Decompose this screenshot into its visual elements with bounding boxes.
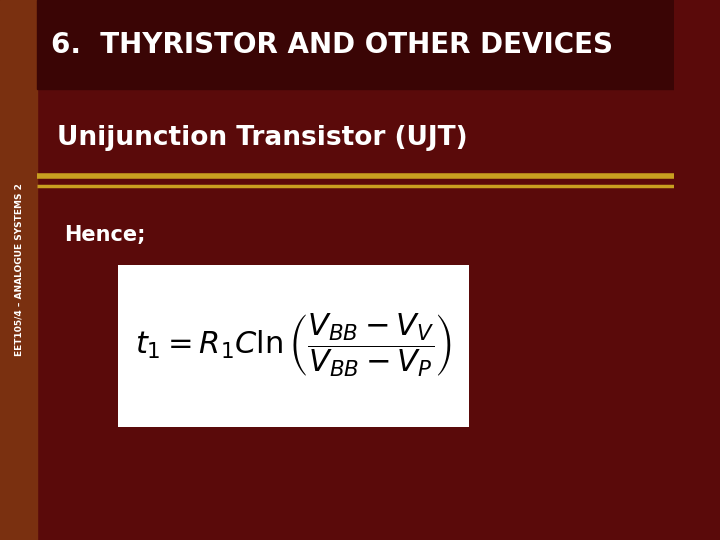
Bar	[0, 0, 37, 540]
Text: 6.  THYRISTOR AND OTHER DEVICES: 6. THYRISTOR AND OTHER DEVICES	[50, 31, 613, 58]
Text: Unijunction Transistor (UJT): Unijunction Transistor (UJT)	[58, 125, 468, 151]
FancyBboxPatch shape	[118, 265, 469, 427]
Bar	[37, 0, 674, 89]
Text: EET105/4 – ANALOGUE SYSTEMS 2: EET105/4 – ANALOGUE SYSTEMS 2	[14, 184, 23, 356]
Text: Hence;: Hence;	[64, 225, 145, 245]
Text: $t_1 = R_1 C \ln\left(\dfrac{V_{BB}-V_V}{V_{BB}-V_P}\right)$: $t_1 = R_1 C \ln\left(\dfrac{V_{BB}-V_V}…	[135, 312, 452, 380]
